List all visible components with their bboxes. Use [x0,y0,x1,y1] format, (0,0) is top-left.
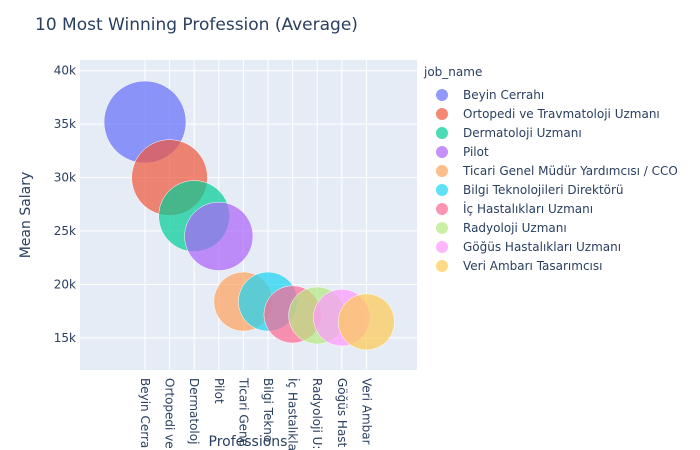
legend-marker[interactable] [436,146,448,158]
y-tick-label: 20k [54,277,76,291]
legend-marker[interactable] [436,241,448,253]
x-axis-ticks: Beyin Cerra Ortopedi ve Dermatoloj Pilot Tic… [138,377,373,450]
legend-label[interactable]: Radyoloji Uzmanı [463,221,567,235]
x-tick-label: Veri Ambar [359,378,373,445]
legend-label[interactable]: İç Hastalıkları Uzmanı [463,201,593,216]
x-tick-label: Pilot [212,378,226,404]
bubbles [103,80,395,351]
x-tick-label: Ticari Gene [236,377,250,446]
legend-marker[interactable] [436,184,448,196]
x-tick-label: Beyin Cerra [138,378,152,448]
legend-title: job_name [423,65,482,79]
y-tick-label: 25k [54,224,76,238]
legend-label[interactable]: Dermatoloji Uzmanı [463,126,582,140]
y-axis-title: Mean Salary [18,172,34,259]
y-tick-label: 30k [54,171,76,185]
x-tick-label: Ortopedi ve [163,378,177,449]
legend-marker[interactable] [436,222,448,234]
x-tick-label: Radyoloji U: [310,378,324,449]
legend-label[interactable]: Göğüs Hastalıkları Uzmanı [463,240,621,254]
y-tick-label: 35k [54,117,76,131]
legend-label[interactable]: Beyin Cerrahı [463,88,544,102]
y-axis-ticks: 15k 20k 25k 30k 35k 40k [54,64,76,345]
x-axis-title: Professions [209,434,288,450]
y-tick-label: 40k [54,64,76,78]
x-tick-label: Dermatoloj [187,378,201,444]
legend: Beyin Cerrahı Ortopedi ve Travmatoloji Uz… [436,88,678,273]
legend-marker[interactable] [436,108,448,120]
legend-label[interactable]: Pilot [463,145,489,159]
x-tick-label: Bilgi Tekno [261,378,275,442]
y-tick-label: 15k [54,331,76,345]
legend-marker[interactable] [436,165,448,177]
x-tick-label: İç Hastalıkla [286,378,301,450]
legend-label[interactable]: Ticari Genel Müdür Yardımcısı / CCO [462,164,678,178]
bubble-point[interactable] [184,201,254,271]
legend-label[interactable]: Ortopedi ve Travmatoloji Uzmanı [463,107,660,121]
legend-label[interactable]: Veri Ambarı Tasarımcısı [463,259,602,273]
legend-marker[interactable] [436,127,448,139]
bubble-point[interactable] [338,293,395,351]
legend-marker[interactable] [436,260,448,272]
legend-marker[interactable] [436,203,448,215]
x-tick-label: Göğüs Hast [335,378,349,448]
chart-title: 10 Most Winning Profession (Average) [35,15,358,35]
legend-marker[interactable] [436,89,448,101]
legend-label[interactable]: Bilgi Teknolojileri Direktörü [463,183,624,197]
